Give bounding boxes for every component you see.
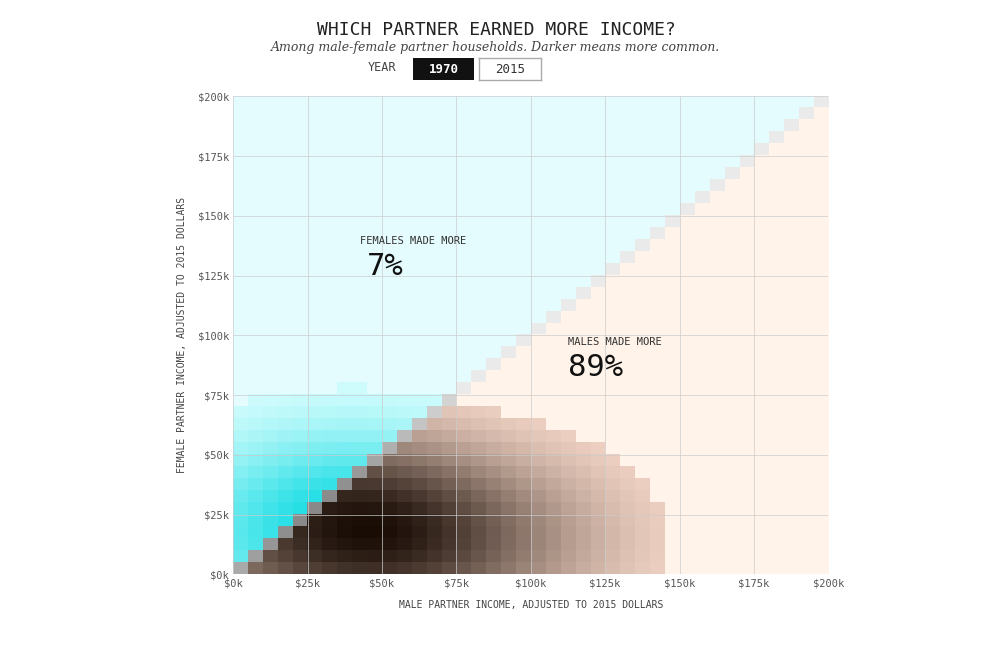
X-axis label: MALE PARTNER INCOME, ADJUSTED TO 2015 DOLLARS: MALE PARTNER INCOME, ADJUSTED TO 2015 DO…: [399, 600, 663, 610]
Text: 7%: 7%: [367, 252, 404, 281]
Text: Among male-female partner households. Darker means more common.: Among male-female partner households. Da…: [272, 41, 720, 54]
Text: 89%: 89%: [567, 353, 623, 382]
Text: WHICH PARTNER EARNED MORE INCOME?: WHICH PARTNER EARNED MORE INCOME?: [316, 21, 676, 39]
Text: MALES MADE MORE: MALES MADE MORE: [567, 337, 662, 347]
Text: YEAR: YEAR: [368, 61, 396, 74]
Text: FEMALES MADE MORE: FEMALES MADE MORE: [359, 236, 466, 246]
Text: 2015: 2015: [495, 62, 525, 76]
Y-axis label: FEMALE PARTNER INCOME, ADJUSTED TO 2015 DOLLARS: FEMALE PARTNER INCOME, ADJUSTED TO 2015 …: [177, 197, 186, 473]
Text: 1970: 1970: [429, 62, 458, 76]
